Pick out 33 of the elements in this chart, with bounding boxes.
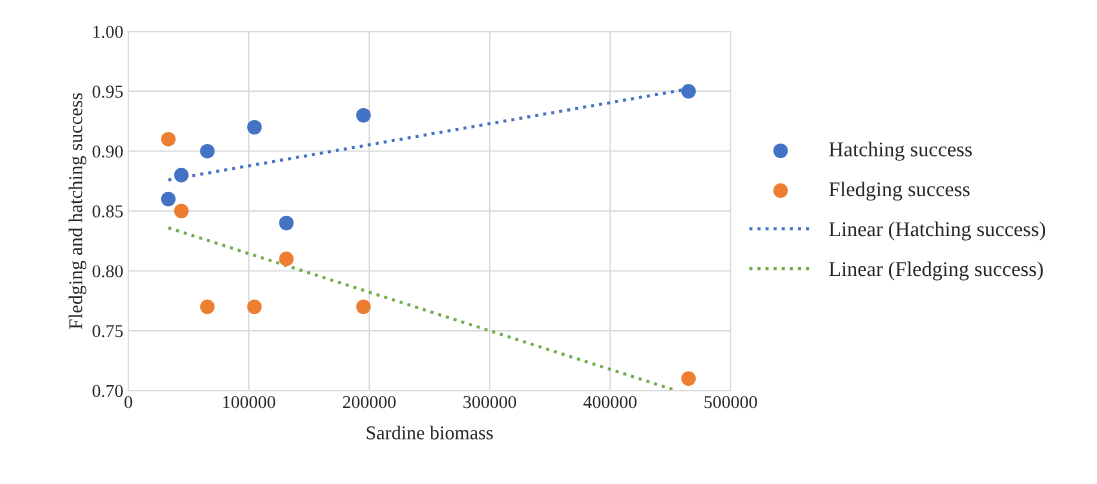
y-tick-label: 0.90 (92, 145, 123, 158)
point (174, 203, 189, 219)
x-tick-label: 200000 (342, 395, 396, 409)
x-axis-title: Sardine biomass (366, 425, 493, 440)
point (174, 167, 189, 183)
x-tick-label: 400000 (583, 395, 637, 409)
point (681, 84, 696, 99)
point (247, 119, 262, 135)
y-axis-title: Fledging and hatching success (68, 93, 87, 329)
point (161, 191, 176, 207)
legend-label: Hatching success (829, 141, 972, 161)
point (356, 299, 371, 315)
y-tick-label: 0.85 (92, 205, 123, 218)
y-tick-label: 0.80 (92, 265, 123, 278)
y-tick-label: 0.75 (92, 324, 123, 338)
point (356, 107, 371, 123)
point (200, 299, 215, 315)
point (279, 215, 294, 231)
x-tick-label: 500000 (704, 395, 757, 409)
legend-label: Fledging success (829, 181, 970, 201)
legend-label: Linear (Hatching success) (829, 221, 1046, 241)
x-tick-label: 300000 (463, 395, 517, 409)
point (161, 131, 176, 147)
y-tick-label: 1.00 (93, 25, 123, 38)
legend-label: Linear (Fledging success) (829, 261, 1043, 281)
point (247, 299, 262, 315)
x-tick-label: 100000 (223, 395, 276, 409)
x-tick-label: 0 (124, 395, 133, 409)
y-tick-label: 0.70 (92, 384, 123, 398)
y-tick-label: 0.95 (92, 85, 123, 98)
point (279, 251, 294, 267)
point (681, 371, 696, 386)
point (200, 143, 215, 159)
